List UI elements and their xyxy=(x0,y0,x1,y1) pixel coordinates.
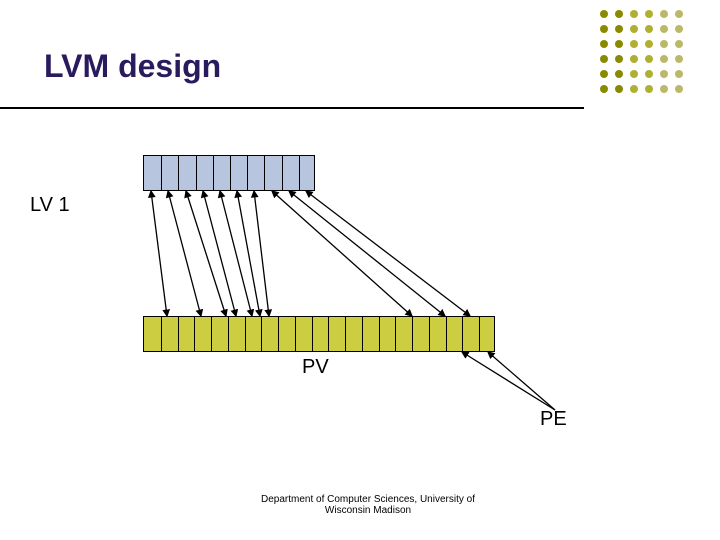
cell-divider xyxy=(299,156,300,190)
decorative-dot xyxy=(660,70,668,78)
decorative-dot xyxy=(615,25,623,33)
decorative-dot xyxy=(660,25,668,33)
cell-divider xyxy=(213,156,214,190)
cell-divider xyxy=(247,156,248,190)
cell-divider xyxy=(194,317,195,351)
decorative-dot xyxy=(660,10,668,18)
cell-divider xyxy=(161,156,162,190)
cell-divider xyxy=(196,156,197,190)
decorative-dot xyxy=(675,25,683,33)
decorative-dot xyxy=(615,70,623,78)
decorative-dot xyxy=(645,25,653,33)
lv-pv-arrow xyxy=(203,191,236,316)
decorative-dot xyxy=(600,25,608,33)
cell-divider xyxy=(211,317,212,351)
decorative-dot xyxy=(600,70,608,78)
cell-divider xyxy=(261,317,262,351)
lv-pv-arrow xyxy=(306,191,470,316)
cell-divider xyxy=(395,317,396,351)
cell-divider xyxy=(230,156,231,190)
decorative-dot xyxy=(630,85,638,93)
decorative-dot xyxy=(630,55,638,63)
pe-label: PE xyxy=(540,408,567,431)
lv1-label: LV 1 xyxy=(30,194,70,217)
cell-divider xyxy=(178,156,179,190)
cell-divider xyxy=(362,317,363,351)
pv-block xyxy=(143,316,495,352)
slide-title: LVM design xyxy=(44,48,221,85)
decorative-dot xyxy=(600,55,608,63)
cell-divider xyxy=(429,317,430,351)
decorative-dot xyxy=(675,85,683,93)
cell-divider xyxy=(245,317,246,351)
cell-divider xyxy=(479,317,480,351)
cell-divider xyxy=(312,317,313,351)
footer-text: Department of Computer Sciences, Univers… xyxy=(238,494,498,516)
pe-arrow xyxy=(462,352,555,410)
decorative-dot xyxy=(675,10,683,18)
decorative-dot-grid xyxy=(600,10,683,93)
lv-pv-arrow xyxy=(168,191,201,316)
cell-divider xyxy=(278,317,279,351)
decorative-dot xyxy=(675,70,683,78)
cell-divider xyxy=(446,317,447,351)
decorative-dot xyxy=(645,10,653,18)
decorative-dot xyxy=(660,40,668,48)
decorative-dot xyxy=(615,85,623,93)
decorative-dot xyxy=(675,40,683,48)
decorative-dot xyxy=(615,55,623,63)
decorative-dot xyxy=(630,25,638,33)
decorative-dot xyxy=(645,85,653,93)
decorative-dot xyxy=(630,70,638,78)
cell-divider xyxy=(328,317,329,351)
cell-divider xyxy=(264,156,265,190)
decorative-dot xyxy=(600,40,608,48)
lv-pv-arrow xyxy=(237,191,260,316)
title-divider xyxy=(0,107,584,109)
lv-block xyxy=(143,155,315,191)
decorative-dot xyxy=(675,55,683,63)
decorative-dot xyxy=(600,85,608,93)
cell-divider xyxy=(295,317,296,351)
decorative-dot xyxy=(600,10,608,18)
lv-pv-arrow xyxy=(254,191,269,316)
lv-pv-arrow xyxy=(151,191,167,316)
lv-pv-arrow xyxy=(272,191,412,316)
decorative-dot xyxy=(660,85,668,93)
decorative-dot xyxy=(615,10,623,18)
pv-label: PV xyxy=(302,356,329,379)
decorative-dot xyxy=(630,10,638,18)
cell-divider xyxy=(282,156,283,190)
lv-pv-arrow xyxy=(186,191,226,316)
decorative-dot xyxy=(660,55,668,63)
cell-divider xyxy=(228,317,229,351)
decorative-dot xyxy=(615,40,623,48)
cell-divider xyxy=(345,317,346,351)
cell-divider xyxy=(379,317,380,351)
lv-pv-arrow xyxy=(289,191,445,316)
lv-pv-arrow xyxy=(220,191,252,316)
cell-divider xyxy=(161,317,162,351)
decorative-dot xyxy=(645,70,653,78)
cell-divider xyxy=(412,317,413,351)
decorative-dot xyxy=(645,55,653,63)
decorative-dot xyxy=(645,40,653,48)
pe-arrow xyxy=(488,352,555,410)
cell-divider xyxy=(178,317,179,351)
cell-divider xyxy=(462,317,463,351)
decorative-dot xyxy=(630,40,638,48)
